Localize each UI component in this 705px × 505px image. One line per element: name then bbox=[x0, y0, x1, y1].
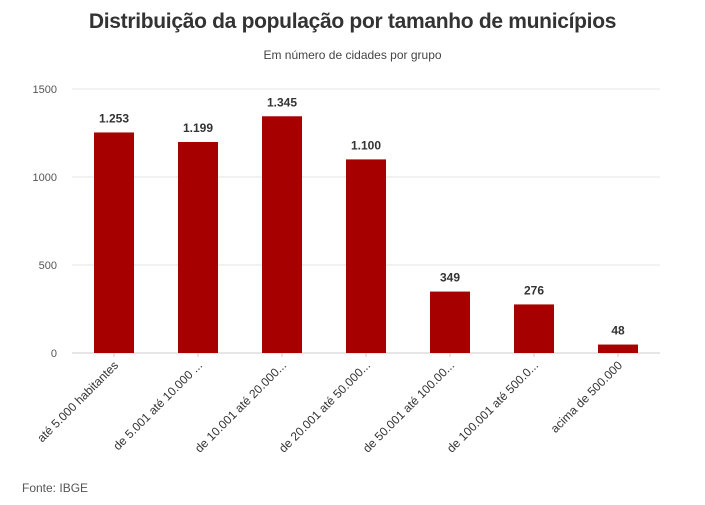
chart-subtitle: Em número de cidades por grupo bbox=[263, 48, 442, 62]
bar[interactable] bbox=[598, 344, 638, 353]
data-labels: 1.253 1.199 1.345 1.100 349 276 48 bbox=[99, 95, 625, 337]
bar[interactable] bbox=[94, 132, 134, 353]
data-label: 48 bbox=[611, 324, 625, 338]
data-label: 1.100 bbox=[351, 138, 381, 152]
bar-chart: 1.253 1.199 1.345 1.100 349 276 48 0 500 1000 150… bbox=[33, 84, 660, 455]
y-tick-label: 0 bbox=[51, 348, 57, 360]
bar[interactable] bbox=[262, 116, 302, 353]
category-label: de 10.001 até 20.000... bbox=[192, 358, 289, 455]
bar[interactable] bbox=[178, 141, 218, 353]
data-label: 1.345 bbox=[267, 95, 297, 109]
category-label: de 20.001 até 50.000... bbox=[276, 358, 373, 455]
y-tick-label: 1000 bbox=[33, 172, 57, 184]
bar[interactable] bbox=[430, 291, 470, 353]
category-label: acima de 500.000 bbox=[548, 358, 626, 436]
y-tick-label: 1500 bbox=[33, 84, 57, 96]
data-label: 349 bbox=[440, 271, 460, 285]
source-note: Fonte: IBGE bbox=[22, 481, 89, 495]
data-label: 1.253 bbox=[99, 111, 129, 125]
chart-title: Distribuição da população por tamanho de… bbox=[88, 10, 617, 33]
bar[interactable] bbox=[514, 304, 554, 353]
category-label: até 5.000 habitantes bbox=[34, 358, 121, 445]
category-label: de 5.001 até 10.000 ... bbox=[110, 358, 205, 453]
bars bbox=[94, 116, 638, 353]
category-label: de 50.001 até 100.00... bbox=[360, 358, 457, 455]
bar[interactable] bbox=[346, 159, 386, 353]
data-label: 276 bbox=[524, 283, 544, 297]
category-label: de 100.001 até 500.0... bbox=[444, 358, 541, 455]
y-tick-label: 500 bbox=[39, 260, 57, 272]
data-label: 1.199 bbox=[183, 121, 213, 135]
y-axis-ticks: 0 500 1000 1500 bbox=[33, 84, 57, 360]
